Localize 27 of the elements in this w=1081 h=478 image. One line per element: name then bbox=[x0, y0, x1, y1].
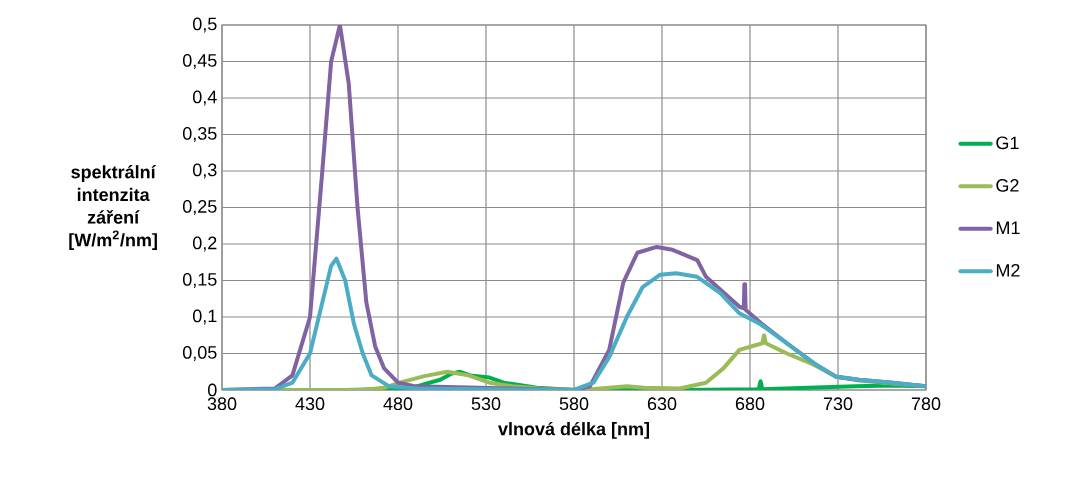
legend-label: M2 bbox=[996, 263, 1020, 277]
x-tick-label: 630 bbox=[647, 397, 677, 411]
y-tick-label: 0,3 bbox=[192, 163, 217, 179]
y-axis-title: spektrální intenzita záření [W/m$^{2}$/nm] bbox=[69, 165, 157, 250]
legend-label: M1 bbox=[996, 221, 1020, 234]
y-tick-label: 0,2 bbox=[192, 236, 217, 252]
y-tick-label: 0,35 bbox=[182, 127, 217, 142]
legend-label: G1 bbox=[996, 136, 1019, 150]
x-tick-label: 680 bbox=[735, 397, 765, 411]
y-tick-label: 0,05 bbox=[182, 346, 217, 361]
y-tick-label: 0,5 bbox=[192, 17, 217, 33]
y-tick-label: 0,15 bbox=[182, 273, 217, 288]
y-tick-label: 0,4 bbox=[192, 90, 217, 106]
x-tick-label: 580 bbox=[559, 397, 589, 411]
y-tick-label: 0,25 bbox=[182, 200, 217, 215]
legend-label: G2 bbox=[996, 179, 1019, 192]
y-tick-label: 0 bbox=[208, 383, 217, 397]
y-tick-label: 0,45 bbox=[182, 54, 217, 69]
x-axis-title: vlnová délka [nm] bbox=[498, 421, 649, 439]
y-tick-label: 0,1 bbox=[192, 309, 217, 325]
line-series bbox=[222, 256, 926, 390]
x-tick-label: 780 bbox=[911, 397, 941, 411]
x-tick-label: 730 bbox=[823, 397, 853, 411]
x-tick-label: 380 bbox=[207, 397, 237, 411]
x-tick-label: 480 bbox=[383, 397, 413, 411]
x-tick-label: 430 bbox=[295, 397, 325, 411]
x-tick-label: 530 bbox=[471, 397, 501, 411]
